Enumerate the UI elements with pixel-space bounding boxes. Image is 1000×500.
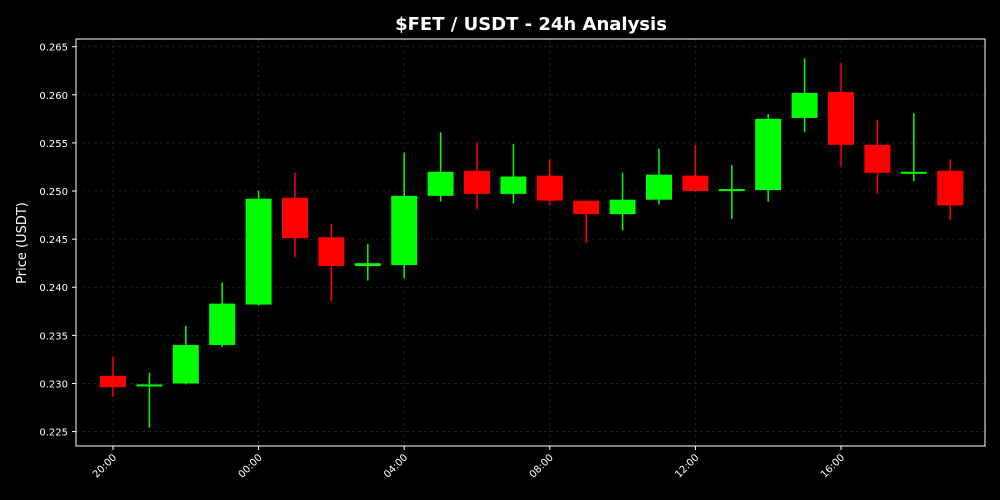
candle-body: [500, 176, 527, 194]
candle: [354, 243, 381, 281]
candle: [391, 152, 418, 279]
candle: [682, 144, 709, 192]
y-tick-label: 0.265: [39, 43, 68, 54]
y-tick-label: 0.260: [39, 91, 68, 102]
plot-frame: [75, 38, 986, 447]
candle-body: [354, 263, 381, 267]
chart-title: $FET / USDT - 24h Analysis: [395, 14, 667, 35]
candle-body: [791, 92, 818, 118]
candle: [900, 113, 927, 182]
candle: [318, 223, 345, 302]
y-tick-label: 0.240: [39, 283, 68, 294]
candle-body: [209, 303, 236, 345]
candle-body: [828, 91, 854, 145]
candle-body: [682, 175, 709, 192]
candle: [209, 282, 236, 347]
candle-body: [755, 118, 782, 191]
y-tick-label: 0.235: [39, 331, 68, 342]
candle: [864, 119, 891, 194]
candle-body: [245, 198, 272, 305]
candle-body: [573, 200, 600, 215]
y-axis-label: Price (USDT): [15, 202, 30, 284]
candle: [937, 159, 964, 220]
candle-body: [391, 195, 418, 266]
candle: [136, 372, 163, 428]
candle-body: [100, 375, 126, 388]
candle: [573, 200, 600, 243]
y-tick-label: 0.230: [39, 379, 68, 390]
candle-body: [318, 237, 345, 267]
candle-body: [718, 189, 745, 192]
y-tick-label: 0.255: [39, 139, 68, 150]
candle: [755, 114, 782, 202]
candle: [828, 63, 854, 167]
candle: [646, 148, 672, 205]
candle-body: [464, 170, 490, 194]
candle-body: [536, 175, 563, 201]
candle: [536, 159, 563, 206]
candle: [609, 172, 636, 231]
y-tick-label: 0.225: [39, 428, 68, 439]
candle: [427, 132, 454, 202]
candle-body: [282, 197, 308, 239]
candle: [282, 172, 308, 258]
candle: [500, 143, 527, 204]
candle: [718, 165, 745, 219]
candle: [245, 191, 272, 306]
candle-body: [900, 171, 927, 174]
y-tick-label: 0.250: [39, 187, 68, 198]
candle-body: [172, 344, 199, 384]
candle-body: [609, 199, 636, 215]
candle: [464, 141, 490, 210]
candle-body: [937, 170, 964, 206]
candles: [100, 58, 964, 428]
candle-body: [427, 171, 454, 196]
candle-body: [136, 384, 163, 387]
candle-body: [646, 174, 672, 200]
candle-body: [864, 144, 891, 173]
candle: [172, 325, 199, 385]
y-tick-label: 0.245: [39, 235, 68, 246]
candle: [791, 58, 818, 133]
candle: [100, 356, 126, 397]
